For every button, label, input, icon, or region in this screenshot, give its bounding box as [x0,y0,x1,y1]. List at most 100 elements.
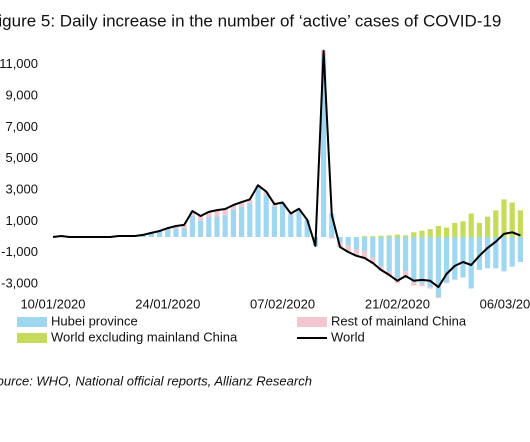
bar [222,215,228,237]
bar [427,229,433,237]
bar [263,194,269,237]
bar [353,249,359,256]
bar [271,206,277,237]
x-tick-label: 06/03/2020 [480,296,530,311]
bar [173,226,179,229]
y-tick-label: 1,000 [5,213,38,228]
bar [509,236,515,267]
bar [411,236,417,283]
bar [419,283,425,287]
bar [501,236,507,272]
bar [370,257,376,264]
bar [419,236,425,284]
bar [411,282,417,286]
y-tick-label: -3,000 [1,275,38,290]
bar [198,220,204,237]
bar [206,211,212,218]
bar [370,236,376,237]
bar [247,203,253,237]
bar [485,216,491,237]
legend-swatch [17,317,47,327]
bar [198,216,204,221]
legend-swatch [297,317,327,327]
bar [157,231,163,237]
bar [452,222,458,237]
bar [337,236,343,243]
bar [321,58,327,237]
legend-label: Rest of mainland China [331,313,467,328]
bar [476,222,482,237]
bar [378,235,384,237]
bar [189,215,195,237]
bar [403,236,409,272]
bar [222,208,228,216]
bar [403,271,409,278]
bar [509,202,515,237]
y-tick-label: 5,000 [5,150,38,165]
bar [353,236,359,250]
bar [214,210,220,217]
legend-label: World excluding mainland China [51,329,238,344]
bar [345,236,351,246]
bar [493,210,499,237]
bar [140,234,146,237]
bar [247,199,253,204]
bar [239,206,245,237]
bar [173,228,179,237]
bar [189,210,195,216]
bar [517,210,523,237]
y-tick-label: -1,000 [1,244,38,259]
bar [452,236,458,280]
bar [214,216,220,237]
bar [394,236,400,279]
bar [329,236,335,239]
bar [362,236,368,251]
legend-label: Hubei province [51,313,138,328]
bar [460,221,466,237]
line [52,49,521,289]
bar [427,287,433,289]
bar [230,209,236,237]
bar [485,236,491,269]
bar [148,232,154,237]
bar [181,228,187,237]
x-tick-label: 21/02/2020 [365,296,430,311]
bar [362,250,368,259]
bar [378,236,384,267]
bar [444,282,450,284]
bar [468,213,474,237]
bar [370,236,376,258]
bar [230,205,236,210]
bar [386,236,392,272]
bar [181,224,187,229]
bar [362,236,368,237]
bar [468,236,474,289]
y-tick-label: 11,000 [0,56,38,71]
bar [435,226,441,237]
y-tick-label: 7,000 [5,119,38,134]
y-tick-label: 9,000 [5,88,38,103]
x-tick-label: 10/01/2020 [20,296,85,311]
bar [403,235,409,237]
bar [452,279,458,281]
bar [386,235,392,237]
bar [304,220,310,237]
source-note: Source: WHO, National official reports, … [0,373,312,388]
bar [280,204,286,237]
bar [517,236,523,263]
bar [427,236,433,288]
bar [501,199,507,237]
bar [296,209,302,237]
bar [165,229,171,237]
bar [444,236,450,283]
bar [394,234,400,237]
bar [255,188,261,237]
bar [411,232,417,237]
bar [435,297,441,299]
y-tick-label: 3,000 [5,181,38,196]
x-tick-label: 07/02/2020 [250,296,315,311]
bar [206,217,212,237]
bar [493,236,499,269]
legend-label: World [331,329,365,344]
